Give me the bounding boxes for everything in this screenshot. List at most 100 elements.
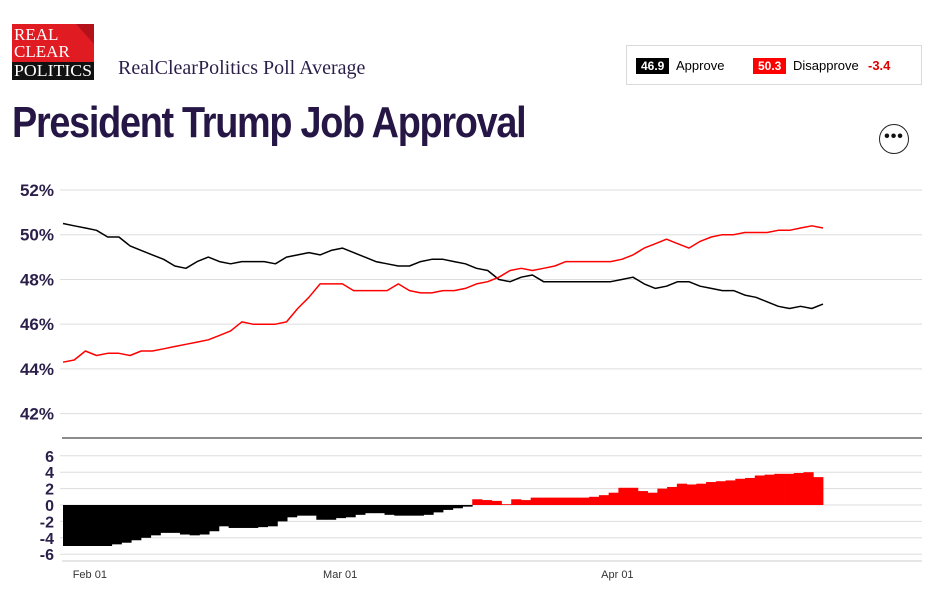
net-bar [287,505,298,518]
net-bar [462,505,473,507]
net-bar [248,505,259,528]
net-bar [511,499,522,505]
net-bar [559,497,571,505]
disapprove-label: Disapprove [793,58,859,73]
net-bar [774,473,785,505]
chart-subtitle: RealClearPolitics Poll Average [118,57,366,79]
net-bar [676,483,687,505]
net-bar [121,505,132,543]
approve-label: Approve [676,58,725,73]
net-bar [813,477,824,505]
net-bar [384,505,395,515]
net-bar [657,488,668,505]
net-bar [131,505,142,541]
net-bar [472,499,483,505]
net-bar [101,505,113,546]
net-bar [618,487,629,505]
net-bar [637,491,649,505]
net-bar [423,505,434,515]
net-bar [374,505,385,514]
net-bar [228,505,239,528]
net-bar [306,505,317,516]
net-bar [686,484,697,505]
svg-text:REAL: REAL [14,25,58,44]
more-options-button[interactable]: ••• [879,124,909,154]
y-tick-label: 0 [45,498,54,515]
y-tick-label: -2 [40,514,54,531]
y-tick-label: 6 [45,449,54,466]
net-bar [345,505,356,518]
net-bar [735,478,746,505]
net-bar [725,480,736,505]
net-bar [628,487,639,505]
net-bar [316,505,327,520]
net-bar [530,497,541,505]
net-bar [569,497,580,505]
net-bar [706,482,717,505]
x-tick-label: Feb 01 [73,569,107,581]
net-bar [111,505,122,545]
net-bar [540,497,551,505]
disapprove-value-badge: 50.3 [753,58,787,74]
net-bar [72,505,83,546]
net-bar [784,473,795,505]
net-bar [803,472,814,505]
net-bar [764,474,775,505]
net-bar [277,505,288,522]
y-tick-label: 42% [20,405,54,424]
net-bar [179,505,191,535]
page-title: President Trump Job Approval [12,98,527,147]
net-bar [82,505,93,546]
ellipsis-icon: ••• [884,128,904,145]
net-bar [257,505,269,528]
net-bar [170,505,181,533]
net-bar [452,505,463,509]
net-bar [413,505,424,516]
net-bar [92,505,103,546]
rcp-logo[interactable]: REAL CLEAR POLITICS [12,24,94,80]
net-bar [209,505,220,532]
net-bar [608,492,619,505]
net-bar [667,486,678,505]
y-tick-label: 52% [20,181,54,200]
net-bar [501,504,512,505]
net-bar [745,477,756,505]
net-bar [160,505,171,533]
approve-value-badge: 46.9 [636,58,670,74]
approve-line [62,222,824,310]
net-bar [326,505,337,520]
net-bar [647,492,658,505]
net-bar [550,497,561,505]
y-tick-label: 2 [45,482,54,499]
net-bar [335,505,346,519]
net-bar [481,500,493,505]
net-bar [589,496,600,505]
net-bar [140,505,152,538]
net-bar [150,505,161,536]
svg-text:POLITICS: POLITICS [14,61,92,80]
net-bar [296,505,307,516]
y-tick-label: 46% [20,315,54,334]
net-bar [267,505,278,527]
svg-text:CLEAR: CLEAR [14,42,70,61]
y-tick-label: 48% [20,270,54,289]
net-bar [579,497,590,505]
legend-box: 46.9 Approve 50.3 Disapprove -3.4 [626,45,922,85]
y-tick-label: 4 [45,465,54,482]
y-tick-label: -6 [40,547,54,564]
disapprove-line [62,225,824,363]
net-bar [199,505,210,535]
net-bar [218,505,230,527]
net-spread-value: -3.4 [868,58,891,73]
net-bar [238,505,249,528]
net-bar [355,505,366,515]
net-bar [715,481,726,505]
net-bar [394,505,405,516]
net-bar [754,475,765,505]
net-bar [443,505,454,510]
y-tick-label: 50% [20,226,54,245]
y-tick-label: -4 [40,531,54,548]
net-bar [404,505,415,516]
x-tick-label: Apr 01 [601,569,633,581]
